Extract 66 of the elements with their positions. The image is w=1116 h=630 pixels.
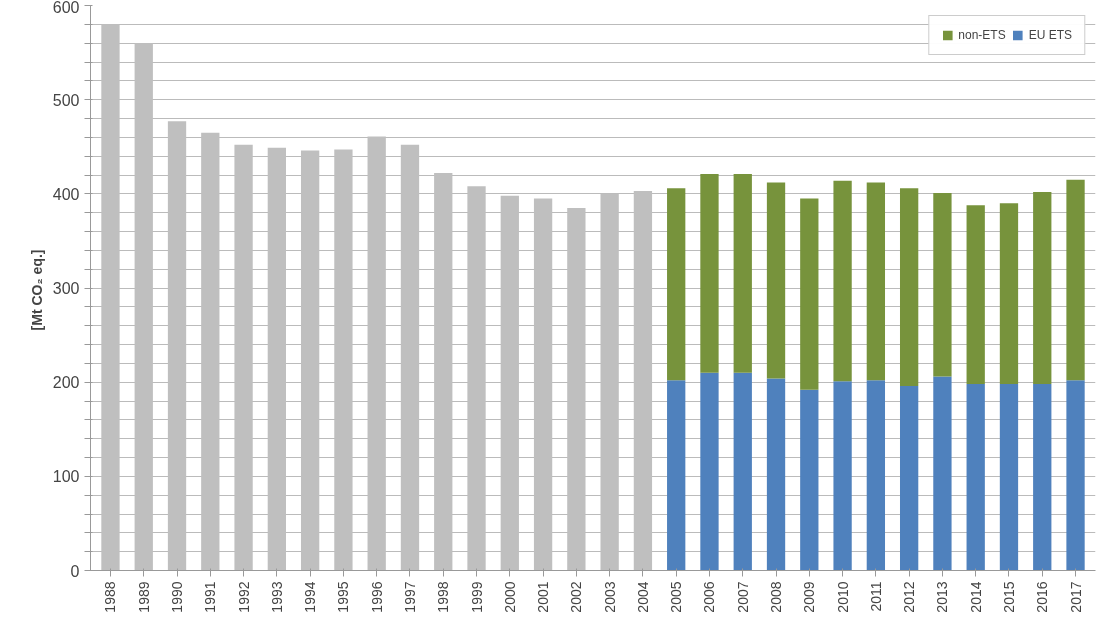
bar bbox=[700, 174, 719, 373]
x-tick-label: 2014 bbox=[967, 581, 984, 613]
x-tick-label: 2015 bbox=[1000, 581, 1017, 613]
legend-label: EU ETS bbox=[1028, 28, 1072, 42]
bar bbox=[933, 192, 952, 377]
bar bbox=[999, 384, 1019, 571]
y-tick-label: 200 bbox=[52, 374, 80, 392]
legend-label: non-ETS bbox=[958, 28, 1006, 42]
x-tick-label: 2016 bbox=[1034, 581, 1051, 613]
bar bbox=[800, 198, 819, 390]
y-tick-label: 100 bbox=[52, 468, 80, 486]
bar bbox=[833, 180, 852, 382]
x-tick-label: 2001 bbox=[535, 581, 552, 613]
x-tick-label: 1990 bbox=[169, 581, 186, 613]
bar bbox=[866, 380, 886, 571]
x-tick-label: 1989 bbox=[135, 581, 152, 613]
x-tick-label: 1995 bbox=[335, 581, 352, 613]
x-tick-label: 2002 bbox=[568, 581, 585, 613]
bar bbox=[866, 182, 886, 381]
bar bbox=[1033, 384, 1052, 571]
x-tick-label: 1999 bbox=[468, 581, 485, 613]
x-tick-label: 2010 bbox=[834, 581, 851, 613]
x-tick-label: 2012 bbox=[901, 581, 918, 613]
bar bbox=[999, 203, 1019, 385]
bar bbox=[800, 389, 819, 571]
y-tick-label: 600 bbox=[52, 0, 80, 16]
x-tick-label: 2017 bbox=[1067, 581, 1084, 613]
bar bbox=[899, 385, 919, 571]
x-tick-label: 2007 bbox=[734, 581, 751, 613]
x-tick-label: 2009 bbox=[801, 581, 818, 613]
bar bbox=[733, 174, 752, 373]
x-tick-label: 2003 bbox=[601, 581, 618, 613]
bar bbox=[1066, 179, 1085, 381]
bar bbox=[966, 384, 985, 571]
y-tick-label: 0 bbox=[70, 562, 80, 580]
x-tick-label: 1988 bbox=[102, 581, 119, 613]
x-tick-label: 1991 bbox=[202, 581, 219, 613]
bar bbox=[700, 372, 719, 571]
y-tick-label: 500 bbox=[52, 91, 80, 109]
bar bbox=[933, 376, 952, 571]
x-tick-label: 2000 bbox=[501, 581, 518, 613]
bar bbox=[766, 378, 786, 571]
bar bbox=[1066, 380, 1085, 571]
bar bbox=[1033, 191, 1052, 385]
bar bbox=[833, 381, 852, 571]
bar bbox=[966, 205, 985, 385]
x-tick-label: 1994 bbox=[302, 581, 319, 613]
y-tick-label: 400 bbox=[52, 185, 80, 203]
x-tick-label: 2011 bbox=[867, 581, 884, 612]
x-tick-label: 1998 bbox=[435, 581, 452, 613]
x-tick-label: 2004 bbox=[634, 581, 651, 613]
x-tick-label: 2005 bbox=[668, 581, 685, 613]
x-tick-label: 1993 bbox=[268, 581, 285, 613]
x-tick-label: 1992 bbox=[235, 581, 252, 613]
x-tick-label: 1997 bbox=[401, 581, 418, 613]
bar bbox=[733, 372, 752, 571]
x-tick-label: 1996 bbox=[368, 581, 385, 613]
bar bbox=[899, 188, 919, 386]
x-tick-label: 2008 bbox=[768, 581, 785, 613]
x-tick-label: 2013 bbox=[934, 581, 951, 613]
bar bbox=[766, 182, 786, 379]
y-axis-title: [Mt CO₂ eq.] bbox=[28, 249, 45, 331]
y-tick-label: 300 bbox=[52, 280, 80, 297]
x-tick-label: 2006 bbox=[701, 581, 718, 613]
bar bbox=[667, 188, 686, 381]
bar bbox=[667, 380, 686, 571]
